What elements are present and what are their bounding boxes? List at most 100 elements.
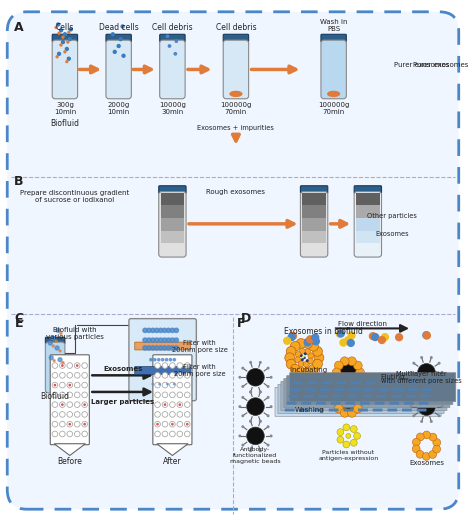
Circle shape [174,53,176,55]
Circle shape [241,414,244,417]
Text: 100000g
70min: 100000g 70min [220,102,252,115]
FancyBboxPatch shape [347,395,357,398]
Circle shape [170,402,175,407]
Circle shape [356,368,365,377]
Circle shape [412,396,415,399]
Circle shape [296,367,306,377]
Circle shape [64,51,66,53]
Ellipse shape [230,92,242,96]
Circle shape [246,368,264,386]
Circle shape [67,412,73,417]
Circle shape [162,373,168,378]
Circle shape [177,392,182,398]
Circle shape [184,392,190,398]
Circle shape [170,373,175,378]
Circle shape [348,332,355,339]
Circle shape [284,338,291,344]
FancyBboxPatch shape [321,40,346,99]
FancyBboxPatch shape [135,342,191,350]
Circle shape [52,382,58,388]
FancyBboxPatch shape [301,186,328,194]
Circle shape [60,373,65,378]
Circle shape [423,431,430,439]
Circle shape [259,361,262,364]
Circle shape [162,358,164,361]
Circle shape [343,441,350,448]
FancyBboxPatch shape [322,381,332,384]
Circle shape [152,383,154,385]
Text: Wash in
PBS: Wash in PBS [320,19,347,32]
Circle shape [410,405,412,408]
Circle shape [249,361,252,364]
Circle shape [167,383,168,385]
Circle shape [249,419,252,423]
Circle shape [267,385,270,388]
Circle shape [290,364,300,374]
Circle shape [162,382,168,388]
Circle shape [412,380,415,383]
Circle shape [177,412,182,417]
FancyBboxPatch shape [275,387,441,416]
FancyBboxPatch shape [135,367,191,375]
Circle shape [69,28,72,31]
Circle shape [166,346,171,350]
Circle shape [147,346,151,350]
Circle shape [307,336,314,343]
Circle shape [166,338,171,342]
FancyBboxPatch shape [307,381,317,384]
Circle shape [83,403,86,406]
Circle shape [184,373,190,378]
Circle shape [162,412,168,417]
Circle shape [184,421,190,427]
Circle shape [53,359,55,362]
Circle shape [175,40,177,42]
Circle shape [67,431,73,437]
FancyBboxPatch shape [366,381,376,384]
Text: Prepare discontinuous gradient
of sucrose or iodixanol: Prepare discontinuous gradient of sucros… [20,190,129,203]
Circle shape [60,382,65,388]
Text: Biofluid: Biofluid [50,119,80,128]
Circle shape [313,359,322,369]
FancyBboxPatch shape [303,395,313,398]
Circle shape [177,382,182,388]
Circle shape [65,47,68,51]
FancyBboxPatch shape [301,402,311,405]
Circle shape [52,431,58,437]
Circle shape [438,414,441,417]
Circle shape [55,27,57,29]
Circle shape [170,363,175,368]
Circle shape [74,382,80,388]
Circle shape [156,423,159,426]
Circle shape [259,449,262,452]
Text: Larger particles: Larger particles [91,399,154,405]
Circle shape [170,392,175,398]
Circle shape [151,338,155,342]
Text: Eluting: Eluting [380,374,404,380]
Bar [302,218,326,231]
FancyBboxPatch shape [300,408,309,412]
Circle shape [82,402,88,407]
Circle shape [150,358,152,361]
FancyBboxPatch shape [362,395,372,398]
FancyBboxPatch shape [291,388,301,391]
Circle shape [58,32,60,34]
Circle shape [61,364,64,367]
Circle shape [396,334,402,341]
Circle shape [420,386,423,389]
Circle shape [350,426,357,432]
Circle shape [60,363,65,368]
FancyBboxPatch shape [387,408,397,412]
Circle shape [60,332,62,334]
Circle shape [347,386,356,395]
FancyBboxPatch shape [285,408,294,412]
Circle shape [372,333,379,341]
Circle shape [68,38,71,41]
Circle shape [306,359,309,362]
Circle shape [335,375,343,383]
Circle shape [338,392,358,412]
FancyBboxPatch shape [377,395,386,398]
Circle shape [74,373,80,378]
Circle shape [55,346,59,350]
Circle shape [259,420,262,423]
Text: Filter with
20nm pore size: Filter with 20nm pore size [174,364,226,377]
